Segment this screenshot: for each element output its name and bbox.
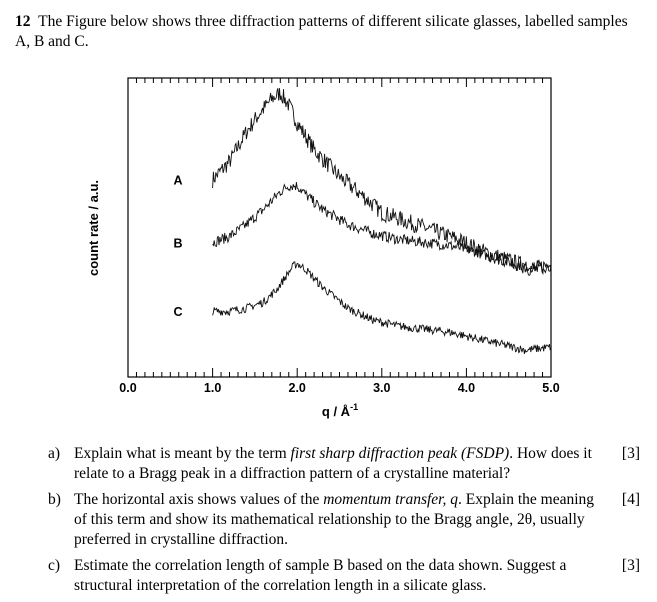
question-text: The Figure below shows three diffraction… [15,13,628,50]
part-b-text-2: . Explain the meaning of this term and s… [74,491,595,548]
part-b-label: b) [48,491,61,508]
axis-ticks [127,78,552,377]
part-a-term: first sharp diffraction peak (FSDP) [290,445,510,462]
part-b: b) The horizontal axis shows values of t… [48,490,640,550]
series-c-line [212,261,552,354]
x-tick-label: 2.0 [289,381,306,395]
x-tick-label: 3.0 [373,381,390,395]
part-a-text-1: Explain what is meant by the term [74,445,291,462]
part-c-text: Estimate the correlation length of sampl… [74,557,567,594]
part-a-marks: [3] [621,445,640,462]
series-group: A B C [173,88,552,354]
x-tick-label: 1.0 [204,381,221,395]
part-c-label: c) [48,557,61,574]
series-a-label: A [173,174,182,188]
part-b-text-1: The horizontal axis shows values of the [74,491,324,508]
question-number: 12 [15,13,31,30]
x-axis-label-text: q / Å [322,404,351,419]
part-a-text-2: . How does it relate to a Bragg peak in … [74,445,592,482]
x-axis-label-superscript: -1 [350,402,358,412]
series-a-line [212,88,552,276]
x-tick-label: 0.0 [119,381,136,395]
part-a: a) Explain what is meant by the term fir… [48,444,640,484]
series-b-label: B [173,236,182,250]
x-tick-label: 5.0 [542,381,559,395]
series-c-label: C [173,305,182,319]
part-b-marks: [4] [621,491,640,508]
question-header: 12 The Figure below shows three diffract… [15,12,640,52]
question-parts: a) Explain what is meant by the term fir… [48,444,640,602]
diffraction-chart: A B C 0.0 1.0 2.0 3.0 4.0 5.0 count rate / a.u.… [86,77,560,419]
part-c-marks: [3] [621,557,640,574]
diffraction-figure: A B C 0.0 1.0 2.0 3.0 4.0 5.0 count rate / a.u.… [86,77,560,419]
tick-labels: 0.0 1.0 2.0 3.0 4.0 5.0 [119,381,559,395]
part-b-term: momentum transfer, q [323,491,458,508]
x-axis-label: q / Å-1 [322,402,358,419]
y-axis-label: count rate / a.u. [86,180,101,276]
plot-frame [127,77,552,378]
x-tick-label: 4.0 [458,381,475,395]
part-a-label: a) [48,445,61,462]
series-b-line [212,181,552,274]
part-c: c) Estimate the correlation length of sa… [48,556,640,596]
